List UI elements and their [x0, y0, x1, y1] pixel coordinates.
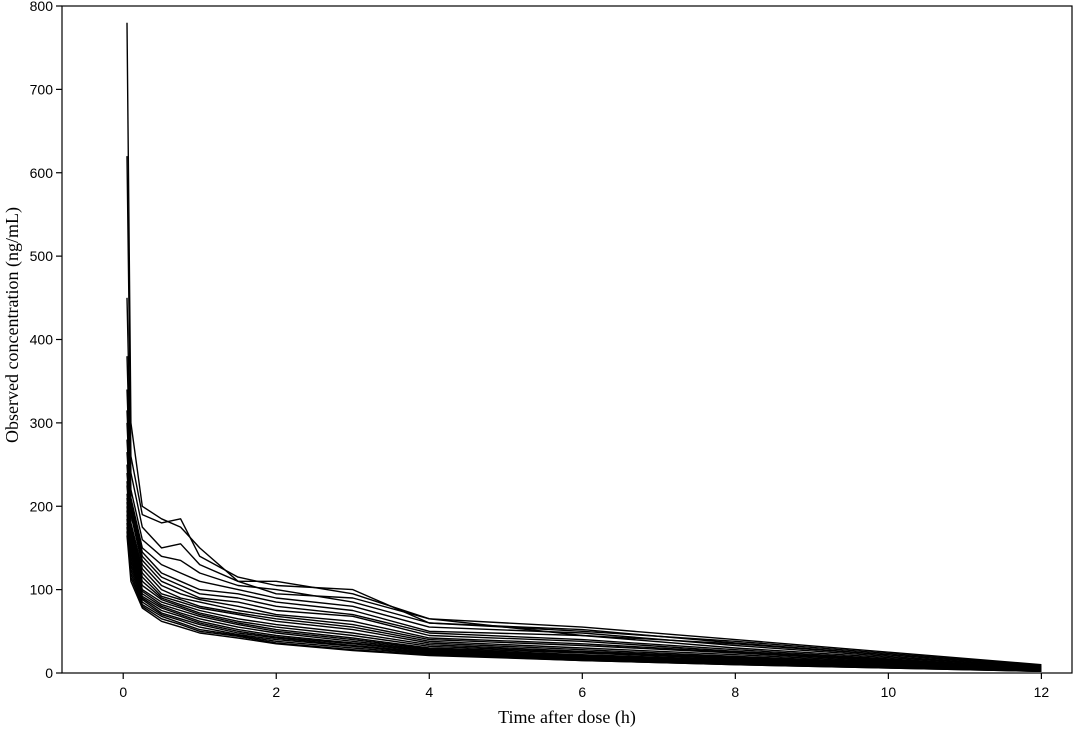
series-line-2 [126, 156, 1042, 667]
series-line-14 [126, 493, 1042, 671]
x-tick-label: 8 [731, 684, 739, 700]
series-line-19 [126, 514, 1042, 672]
x-tick-label: 0 [119, 684, 127, 700]
series-line-10 [126, 464, 1042, 670]
series-lines [126, 22, 1042, 672]
x-tick-label: 4 [425, 684, 433, 700]
x-tick-label: 2 [272, 684, 280, 700]
x-tick-label: 6 [578, 684, 586, 700]
series-line-9 [126, 452, 1042, 669]
y-axis-label: Observed concentration (ng/mL) [2, 207, 23, 443]
y-tick-label: 700 [30, 81, 54, 97]
series-line-4 [126, 356, 1042, 667]
series-line-6 [126, 410, 1042, 668]
series-line-3 [126, 297, 1042, 666]
series-line-13 [126, 485, 1042, 671]
series-line-8 [126, 439, 1042, 669]
x-tick-label: 12 [1034, 684, 1050, 700]
y-tick-label: 500 [30, 248, 54, 264]
series-line-5 [126, 389, 1042, 668]
series-line-12 [126, 481, 1042, 670]
plot-frame [61, 5, 1073, 674]
y-tick-label: 400 [30, 332, 54, 348]
x-tick-label: 10 [881, 684, 897, 700]
series-line-7 [126, 422, 1042, 669]
x-axis-label: Time after dose (h) [498, 707, 636, 728]
y-tick-label: 300 [30, 415, 54, 431]
y-tick-label: 600 [30, 165, 54, 181]
series-line-24 [126, 535, 1042, 672]
series-line-20 [126, 518, 1042, 672]
y-tick-label: 0 [45, 665, 53, 681]
y-tick-label: 800 [30, 0, 54, 14]
x-axis: 0 2 4 6 8 10 12 [119, 673, 1049, 700]
series-line-21 [126, 522, 1042, 672]
series-line-1 [126, 22, 1042, 667]
y-tick-label: 200 [30, 498, 54, 514]
y-axis: 0 100 200 300 400 500 600 700 800 [30, 0, 62, 681]
y-tick-label: 100 [30, 582, 54, 598]
series-line-11 [126, 472, 1042, 670]
